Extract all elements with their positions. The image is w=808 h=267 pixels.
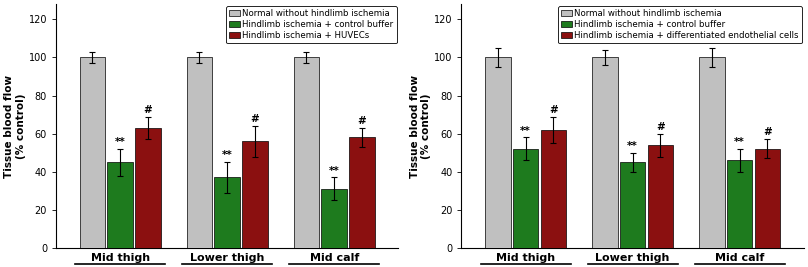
Text: **: ** (115, 137, 125, 147)
Bar (755, 149, 781, 248)
Y-axis label: Tissue blood flow
(% control): Tissue blood flow (% control) (4, 74, 26, 178)
Text: **: ** (627, 141, 638, 151)
Bar (349, 138, 375, 248)
Bar (699, 57, 725, 248)
Text: **: ** (222, 150, 233, 160)
Bar (187, 57, 213, 248)
Bar (293, 57, 319, 248)
Text: #: # (358, 116, 367, 126)
Bar (80, 57, 105, 248)
Text: #: # (144, 105, 153, 115)
Bar (541, 130, 566, 248)
Bar (135, 128, 161, 248)
Y-axis label: Tissue blood flow
(% control): Tissue blood flow (% control) (410, 74, 431, 178)
Bar (214, 178, 240, 248)
Text: **: ** (520, 125, 531, 136)
Bar (727, 160, 752, 248)
Legend: Normal without hindlimb ischemia, Hindlimb ischemia + control buffer, Hindlimb i: Normal without hindlimb ischemia, Hindli… (558, 6, 802, 43)
Bar (648, 145, 673, 248)
Bar (592, 57, 617, 248)
Bar (513, 149, 538, 248)
Bar (322, 189, 347, 248)
Text: **: ** (329, 166, 339, 176)
Text: **: ** (734, 137, 745, 147)
Bar (485, 57, 511, 248)
Text: #: # (250, 114, 259, 124)
Text: #: # (656, 122, 665, 132)
Bar (242, 141, 268, 248)
Bar (620, 162, 646, 248)
Text: #: # (549, 105, 558, 115)
Legend: Normal without hindlimb ischemia, Hindlimb ischemia + control buffer, Hindlimb i: Normal without hindlimb ischemia, Hindli… (225, 6, 397, 43)
Bar (107, 162, 133, 248)
Text: #: # (763, 128, 772, 138)
